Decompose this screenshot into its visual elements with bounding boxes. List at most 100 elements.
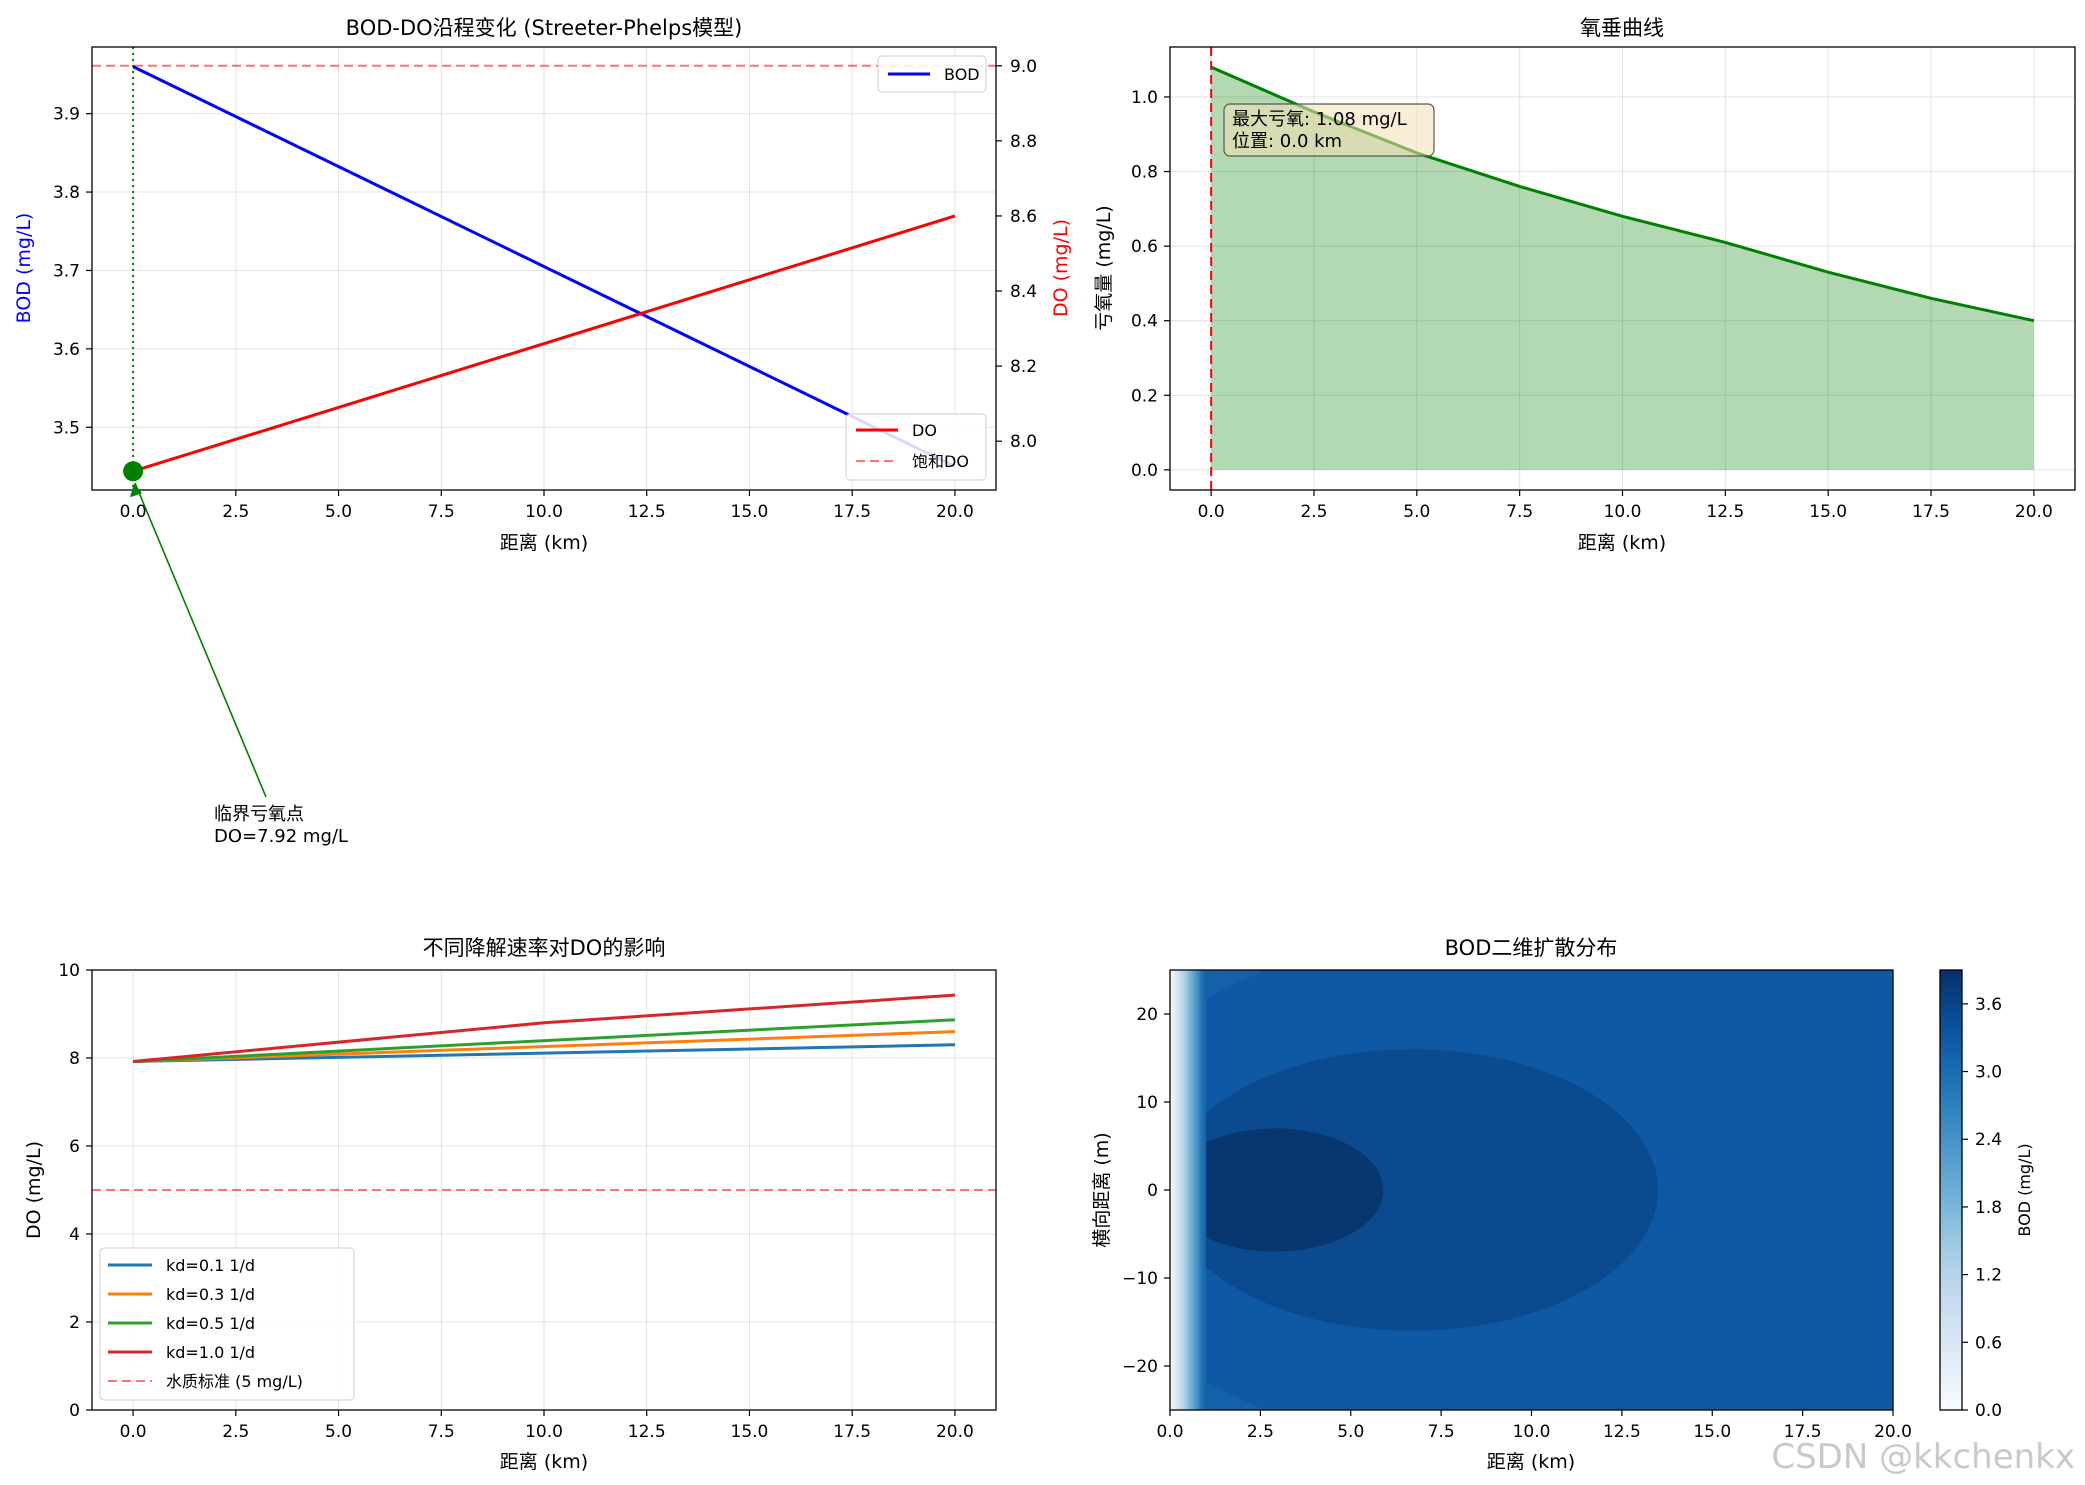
panel2-xlabel: 距离 (km) [1578, 532, 1666, 554]
critical-point-marker [123, 461, 144, 482]
y-tick-label: 10 [58, 961, 80, 981]
x-tick-label: 20.0 [2015, 502, 2053, 522]
x-tick-label: 5.0 [325, 1422, 352, 1442]
heatmap-inflow-edge [1170, 970, 1207, 1410]
y-tick-label: 8.4 [1010, 282, 1037, 302]
x-tick-label: 5.0 [1403, 502, 1430, 522]
panel4-y-ticks: −20 −10 0 10 20 [1122, 1005, 1170, 1377]
kd-series-line-2 [133, 1018, 955, 1064]
annotation-line2: DO=7.92 mg/L [214, 826, 348, 847]
panel3-title: 不同降解速率对DO的影响 [423, 936, 666, 960]
panel-bod-do: BOD-DO沿程变化 (Streeter-Phelps模型) 0.0 2.5 5.0… [13, 16, 1072, 847]
y-tick-label: 8.0 [1010, 432, 1037, 452]
panel1-xlabel: 距离 (km) [500, 532, 588, 554]
legend-label-0: kd=0.1 1/d [166, 1256, 255, 1275]
watermark: CSDN @kkchenkx [1771, 1437, 2075, 1477]
panel4-xlabel: 距离 (km) [1487, 1451, 1575, 1473]
x-tick-label: 2.5 [222, 502, 249, 522]
colorbar-label: BOD (mg/L) [2015, 1143, 2034, 1236]
x-tick-label: 7.5 [1428, 1422, 1455, 1442]
panel1-ylabel-left: BOD (mg/L) [13, 213, 35, 324]
panel2-title: 氧垂曲线 [1580, 16, 1664, 40]
x-tick-label: 2.5 [1247, 1422, 1274, 1442]
x-tick-label: 12.5 [1706, 502, 1744, 522]
panel1-legend-bod: BOD [877, 55, 987, 93]
y-tick-label: −20 [1122, 1357, 1158, 1377]
panel2-x-ticks: 0.0 2.5 5.0 7.5 10.0 12.5 15.0 17.5 20.0 [1198, 490, 2053, 522]
y-tick-label: 0 [69, 1401, 80, 1421]
panel3-y-ticks: 0 2 4 6 8 10 [58, 961, 92, 1421]
panel1-ylabel-right: DO (mg/L) [1050, 219, 1072, 317]
annotation-arrow [134, 482, 267, 798]
legend-do-label: DO [912, 421, 937, 440]
kd-series-line-3 [132, 993, 956, 1064]
x-tick-label: 20.0 [1874, 1422, 1912, 1442]
x-tick-label: 2.5 [1300, 502, 1327, 522]
panel4-x-ticks: 0.0 2.5 5.0 7.5 10.0 12.5 15.0 17.5 20.0 [1156, 1410, 1912, 1442]
legend-label-3: kd=1.0 1/d [166, 1343, 255, 1362]
bod-series-line [132, 65, 956, 468]
panel1-x-ticks: 0.0 2.5 5.0 7.5 10.0 12.5 15.0 17.5 20.0 [120, 490, 974, 522]
x-tick-label: 2.5 [222, 1422, 249, 1442]
y-tick-label: 1.0 [1131, 88, 1158, 108]
colorbar-tick-label: 0.6 [1975, 1333, 2002, 1353]
do-series-line [132, 214, 956, 473]
y-tick-label: 10 [1136, 1093, 1158, 1113]
y-tick-label: 0.2 [1131, 386, 1158, 406]
info-max-deficit: 最大亏氧: 1.08 mg/L [1232, 109, 1407, 130]
colorbar-tick-label: 0.0 [1975, 1401, 2002, 1421]
x-tick-label: 15.0 [1809, 502, 1847, 522]
y-tick-label: 0 [1147, 1181, 1158, 1201]
y-tick-label: 3.9 [53, 105, 80, 125]
colorbar-tick-label: 1.2 [1975, 1266, 2002, 1286]
panel1-y-left-ticks: 3.5 3.6 3.7 3.8 3.9 [53, 105, 92, 438]
deficit-area [1211, 67, 2034, 470]
panel-kd-effect: 不同降解速率对DO的影响 0.0 2.5 5.0 7.5 10.0 12.5 15.0 17.… [23, 936, 997, 1473]
y-tick-label: −10 [1122, 1269, 1158, 1289]
bod-contour-1 [1170, 1049, 1658, 1331]
kd-series-line-0 [133, 1043, 955, 1064]
panel2-ylabel: 亏氧量 (mg/L) [1093, 205, 1115, 330]
legend-label-1: kd=0.3 1/d [166, 1285, 255, 1304]
x-tick-label: 7.5 [428, 502, 455, 522]
colorbar-gradient [1940, 970, 1962, 1410]
bod-contour-2 [1170, 1128, 1384, 1252]
y-tick-label: 0.4 [1131, 312, 1158, 332]
y-tick-label: 6 [69, 1137, 80, 1157]
x-tick-label: 12.5 [1603, 1422, 1641, 1442]
colorbar-tick-label: 3.6 [1975, 995, 2002, 1015]
colorbar-tick-label: 1.8 [1975, 1198, 2002, 1218]
colorbar: 0.0 0.6 1.2 1.8 2.4 3.0 3.6 [1939, 969, 2002, 1421]
kd-series-line-1 [133, 1030, 955, 1064]
x-tick-label: 10.0 [1604, 502, 1642, 522]
x-tick-label: 0.0 [120, 1422, 147, 1442]
x-tick-label: 0.0 [120, 502, 147, 522]
colorbar-tick-label: 3.0 [1975, 1063, 2002, 1083]
y-tick-label: 3.6 [53, 340, 80, 360]
x-tick-label: 12.5 [628, 1422, 666, 1442]
x-tick-label: 10.0 [1513, 1422, 1551, 1442]
x-tick-label: 5.0 [1337, 1422, 1364, 1442]
panel1-y-right-ticks: 8.0 8.2 8.4 8.6 8.8 9.0 [996, 57, 1037, 452]
x-tick-label: 12.5 [628, 502, 666, 522]
panel3-x-ticks: 0.0 2.5 5.0 7.5 10.0 12.5 15.0 17.5 20.0 [120, 1410, 974, 1442]
x-tick-label: 17.5 [833, 502, 871, 522]
x-tick-label: 15.0 [1693, 1422, 1731, 1442]
legend-label-4: 水质标准 (5 mg/L) [166, 1372, 303, 1391]
legend-bod-label: BOD [944, 65, 980, 84]
panel3-ylabel: DO (mg/L) [23, 1141, 45, 1239]
panel3-legend: kd=0.1 1/d kd=0.3 1/d kd=0.5 1/d kd=1.0 1/d… [99, 1247, 355, 1401]
x-tick-label: 7.5 [1506, 502, 1533, 522]
colorbar-frame [1939, 969, 1963, 1411]
x-tick-label: 0.0 [1156, 1422, 1183, 1442]
y-tick-label: 3.7 [53, 261, 80, 281]
y-tick-label: 8.2 [1010, 357, 1037, 377]
x-tick-label: 20.0 [936, 502, 974, 522]
y-tick-label: 0.0 [1131, 461, 1158, 481]
y-tick-label: 0.6 [1131, 237, 1158, 257]
x-tick-label: 15.0 [731, 502, 769, 522]
y-tick-label: 8.6 [1010, 207, 1037, 227]
panel-bod-diffusion: BOD二维扩散分布 0.0 2.5 5.0 7.5 10.0 12.5 15.0 17.5 20… [1091, 936, 2034, 1473]
x-tick-label: 0.0 [1198, 502, 1225, 522]
